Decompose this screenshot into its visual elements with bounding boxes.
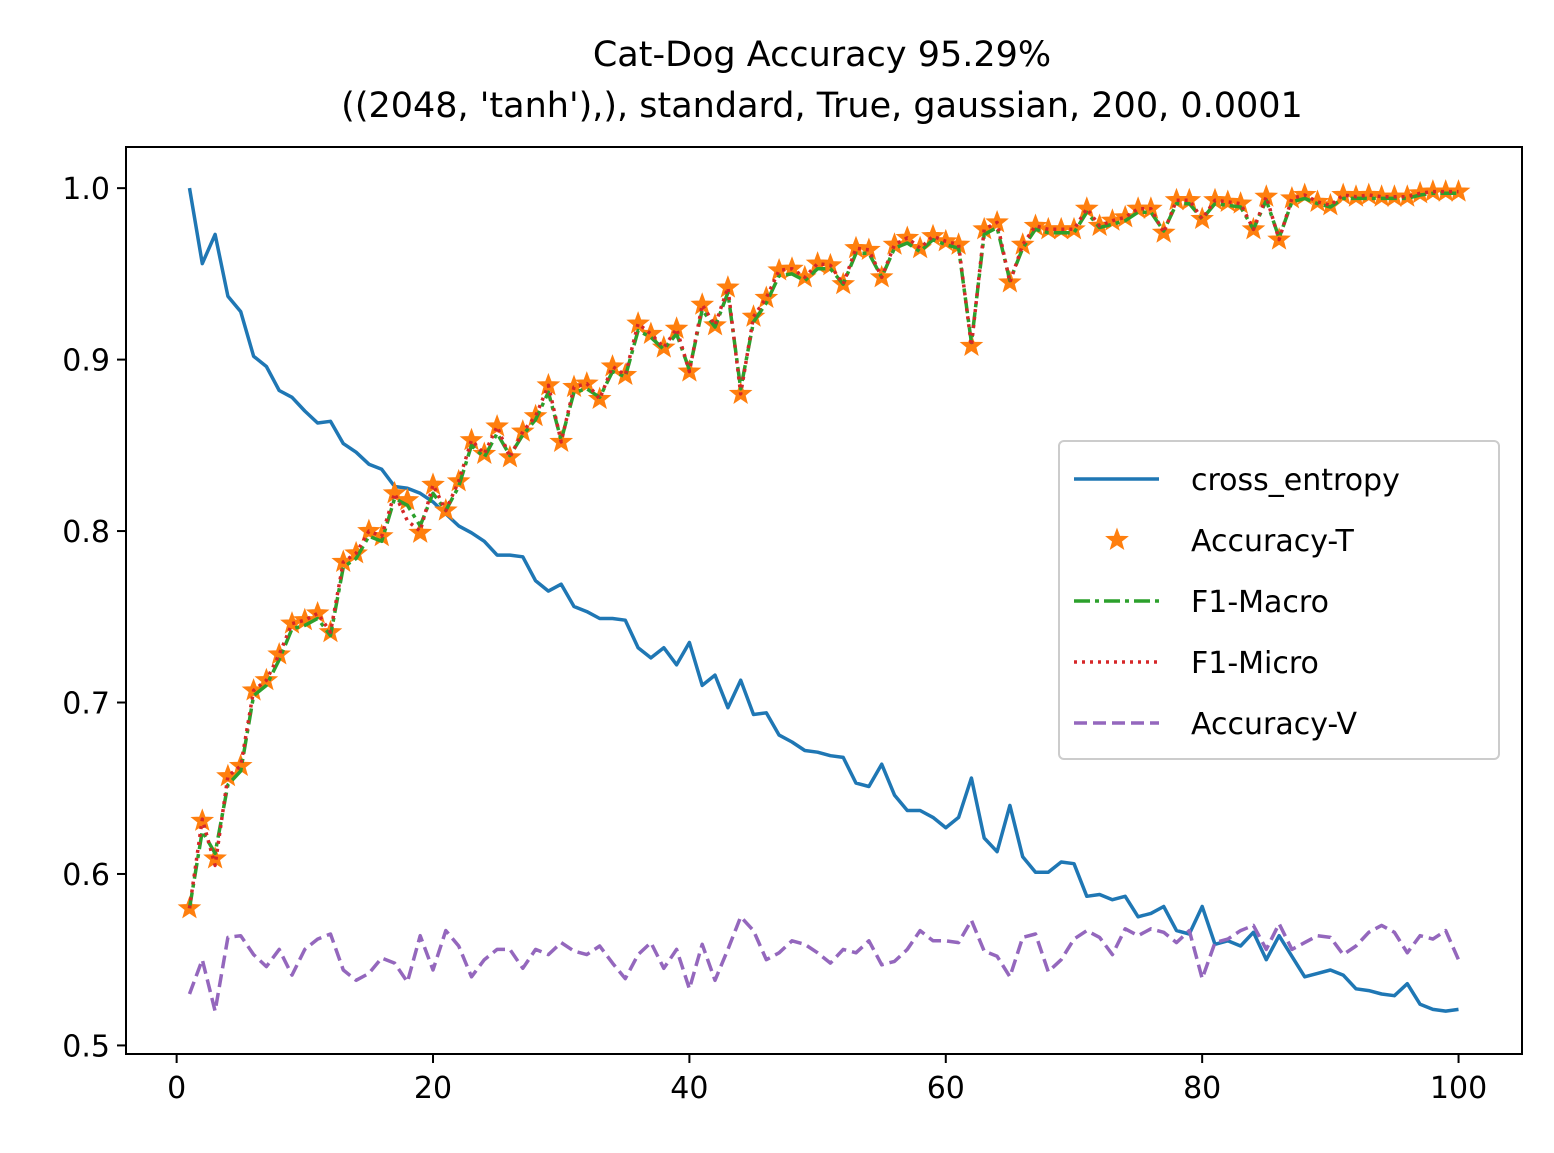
accuracy-t-point: [485, 414, 509, 437]
f1-macro-line: [187, 191, 1459, 909]
accuracy-t-point: [472, 441, 497, 464]
legend-swatch-accuracy-t: [1105, 527, 1129, 551]
x-tick-label: 100: [1430, 1071, 1487, 1106]
accuracy-t-point: [1357, 182, 1381, 206]
accuracy-t-point: [1446, 179, 1471, 202]
x-tick-label: 0: [167, 1071, 186, 1106]
accuracy-t-point: [959, 333, 984, 356]
x-tick-label: 60: [927, 1071, 965, 1106]
y-tick-label: 0.9: [62, 344, 110, 379]
accuracy-t-point: [1062, 216, 1086, 240]
accuracy-t-point: [421, 472, 445, 495]
accuracy-t-point: [1215, 189, 1240, 212]
x-axis: 0 20 40 60 80 100: [167, 1054, 1487, 1106]
chart-subtitle: ((2048, 'tanh'),), standard, True, gauss…: [341, 86, 1303, 126]
legend-label-f1-macro: F1-Macro: [1191, 585, 1329, 620]
legend-label-f1-micro: F1-Micro: [1191, 646, 1319, 681]
chart-title: Cat-Dog Accuracy 95.29%: [593, 35, 1051, 75]
accuracy-t-point: [626, 311, 650, 334]
y-tick-label: 0.7: [62, 687, 110, 722]
legend: cross_entropy Accuracy-T F1-Macro F1-Micro A…: [1058, 440, 1500, 760]
cross-entropy-line: [187, 187, 1459, 1013]
y-tick-label: 0.8: [62, 515, 110, 550]
x-tick-label: 20: [414, 1071, 452, 1106]
accuracy-t-point: [1305, 189, 1330, 212]
accuracy-v-line: [187, 915, 1461, 1013]
y-tick-label: 0.6: [62, 858, 110, 893]
axes-frame: [125, 146, 1523, 1055]
plot-area: [177, 179, 1471, 1013]
accuracy-t-point: [408, 520, 433, 543]
x-tick-label: 80: [1183, 1071, 1221, 1106]
x-tick-label: 40: [670, 1071, 708, 1106]
legend-label-accuracy-t: Accuracy-T: [1191, 524, 1355, 559]
legend-label-accuracy-v: Accuracy-V: [1191, 707, 1358, 742]
y-tick-label: 1.0: [62, 172, 110, 207]
y-axis: 0.5 0.6 0.7 0.8 0.9 1.0: [62, 172, 126, 1064]
legend-label-cross-entropy: cross_entropy: [1191, 463, 1400, 498]
f1-micro-line: [187, 189, 1459, 909]
legend-box: [1058, 440, 1500, 760]
y-tick-label: 0.5: [62, 1029, 110, 1064]
